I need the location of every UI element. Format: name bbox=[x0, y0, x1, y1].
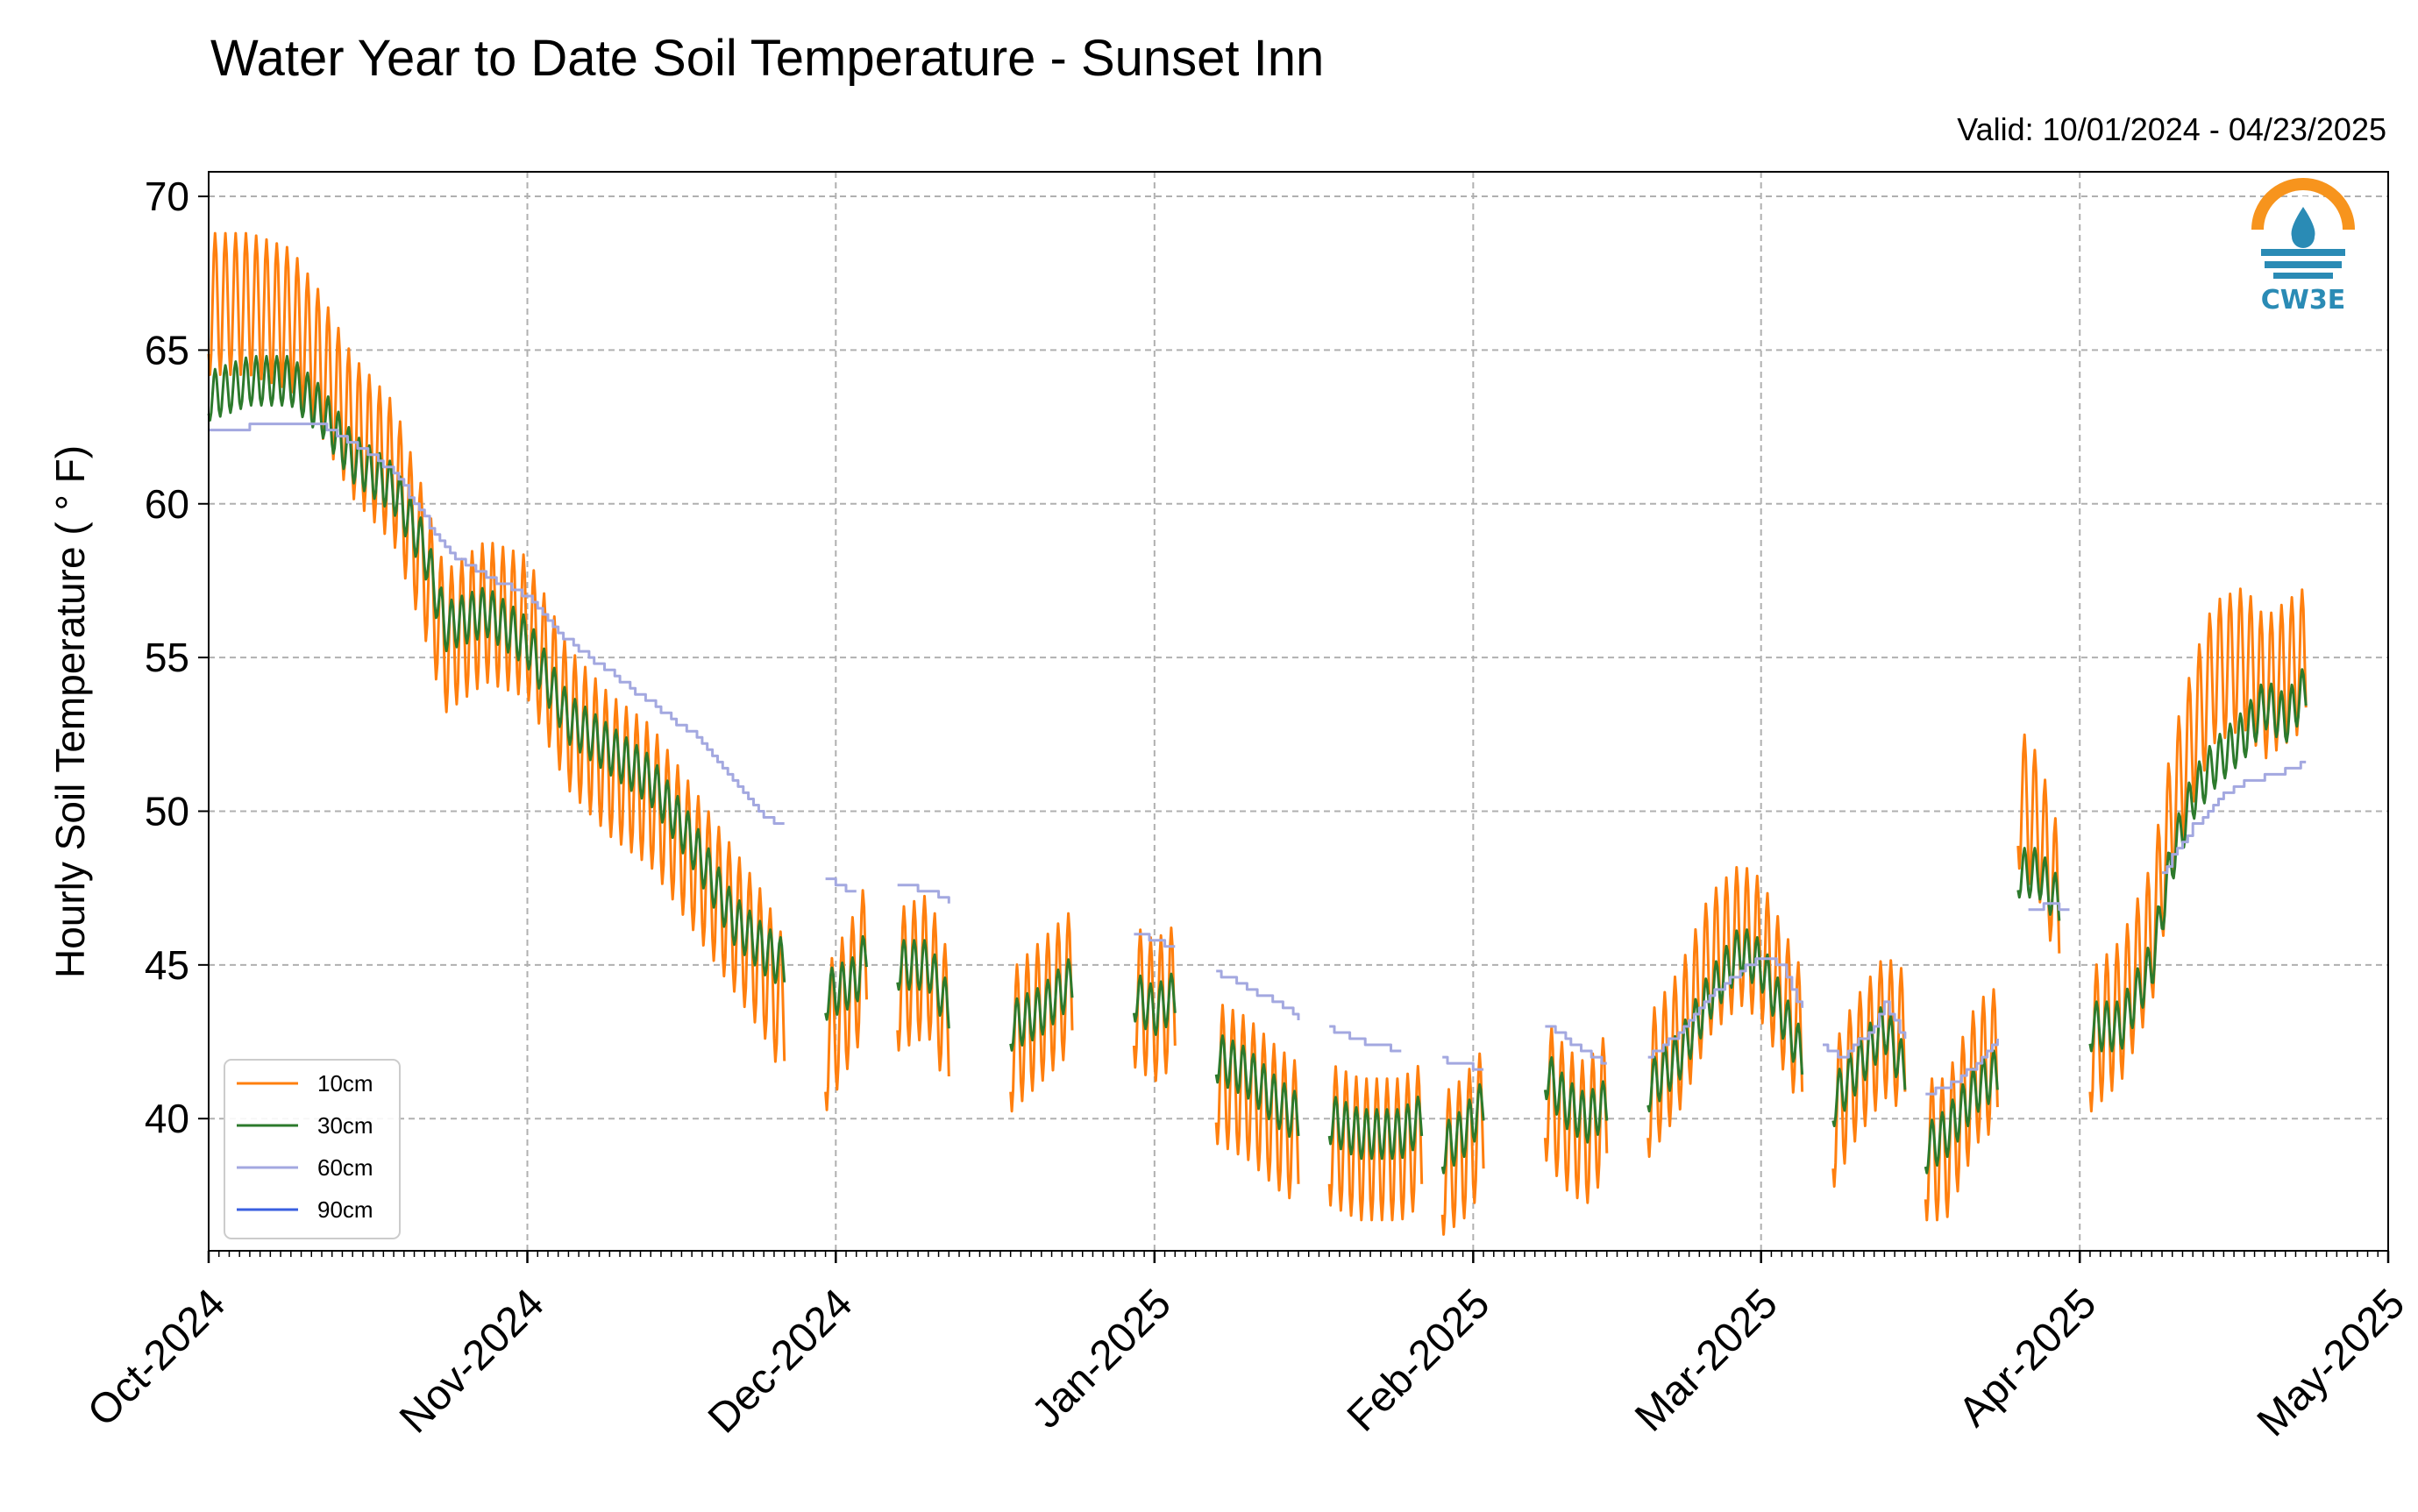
series-line-10cm bbox=[1009, 912, 1074, 1113]
y-tick-label: 40 bbox=[145, 1096, 189, 1141]
series-line-30cm bbox=[1440, 1083, 1485, 1175]
series-line-30cm bbox=[2016, 847, 2061, 921]
series-line-10cm bbox=[1543, 1025, 1609, 1204]
series-line-10cm bbox=[1440, 1052, 1485, 1236]
y-tick-label: 65 bbox=[145, 327, 189, 373]
series-line-10cm bbox=[1646, 866, 1804, 1159]
y-tick-label: 50 bbox=[145, 788, 189, 834]
y-tick-label: 55 bbox=[145, 635, 189, 680]
series-line-10cm bbox=[207, 231, 786, 1063]
cw3e-logo: CW3E bbox=[2251, 178, 2355, 316]
legend-box bbox=[224, 1059, 401, 1239]
series-line-60cm bbox=[1329, 1025, 1402, 1053]
legend-label-10cm: 10cm bbox=[317, 1070, 373, 1097]
chart-title: Water Year to Date Soil Temperature - Su… bbox=[210, 30, 1324, 87]
series-line-60cm bbox=[2028, 902, 2070, 912]
y-tick-label: 60 bbox=[145, 481, 189, 527]
water-drop-icon bbox=[2291, 207, 2315, 248]
logo-sun-arc bbox=[2251, 178, 2355, 231]
series-line-10cm bbox=[1831, 959, 1907, 1189]
logo-wave-2 bbox=[2265, 261, 2342, 268]
series-line-30cm bbox=[1009, 958, 1074, 1052]
series-line-30cm bbox=[896, 939, 950, 1029]
series-line-10cm bbox=[1327, 1064, 1424, 1222]
series-line-10cm bbox=[1214, 1004, 1300, 1200]
series-line-60cm bbox=[897, 884, 950, 904]
series-line-10cm bbox=[2088, 587, 2308, 1113]
y-tick-label: 45 bbox=[145, 942, 189, 988]
series-line-30cm bbox=[1214, 1034, 1300, 1139]
logo-text: CW3E bbox=[2261, 285, 2345, 316]
series-line-30cm bbox=[207, 354, 786, 984]
y-axis-label: Hourly Soil Temperature ( ° F) bbox=[47, 445, 93, 978]
series-line-60cm bbox=[1823, 1000, 1907, 1059]
legend-label-60cm: 60cm bbox=[317, 1154, 373, 1181]
valid-date-range: Valid: 10/01/2024 - 04/23/2025 bbox=[1957, 111, 2386, 147]
series-line-10cm bbox=[1924, 988, 1999, 1222]
series-line-30cm bbox=[2088, 668, 2308, 1053]
series-line-30cm bbox=[824, 934, 868, 1021]
series-line-60cm bbox=[1545, 1025, 1607, 1065]
series-line-60cm bbox=[825, 877, 857, 893]
series-line-60cm bbox=[209, 422, 785, 825]
minor-tick-layer bbox=[208, 1251, 2389, 1257]
series-line-60cm bbox=[1925, 1039, 1999, 1096]
series-line-30cm bbox=[1646, 928, 1804, 1113]
legend: 10cm 30cm 60cm 90cm bbox=[224, 1059, 401, 1239]
series-line-30cm bbox=[1543, 1056, 1609, 1144]
legend-label-90cm: 90cm bbox=[317, 1196, 373, 1223]
series-layer bbox=[207, 231, 2308, 1236]
logo-wave-3 bbox=[2273, 273, 2333, 279]
series-line-60cm bbox=[2162, 760, 2307, 875]
series-line-60cm bbox=[1647, 957, 1804, 1059]
series-line-60cm bbox=[1216, 969, 1300, 1020]
y-tick-labels: 40 45 50 55 60 65 70 bbox=[145, 174, 189, 1141]
series-line-30cm bbox=[1132, 972, 1177, 1036]
series-line-60cm bbox=[1442, 1055, 1484, 1071]
series-line-60cm bbox=[1134, 933, 1176, 948]
legend-label-30cm: 30cm bbox=[317, 1112, 373, 1139]
logo-wave-1 bbox=[2261, 249, 2345, 256]
y-tick-label: 70 bbox=[145, 174, 189, 219]
series-line-30cm bbox=[1924, 1049, 1999, 1175]
series-line-30cm bbox=[1327, 1095, 1424, 1161]
